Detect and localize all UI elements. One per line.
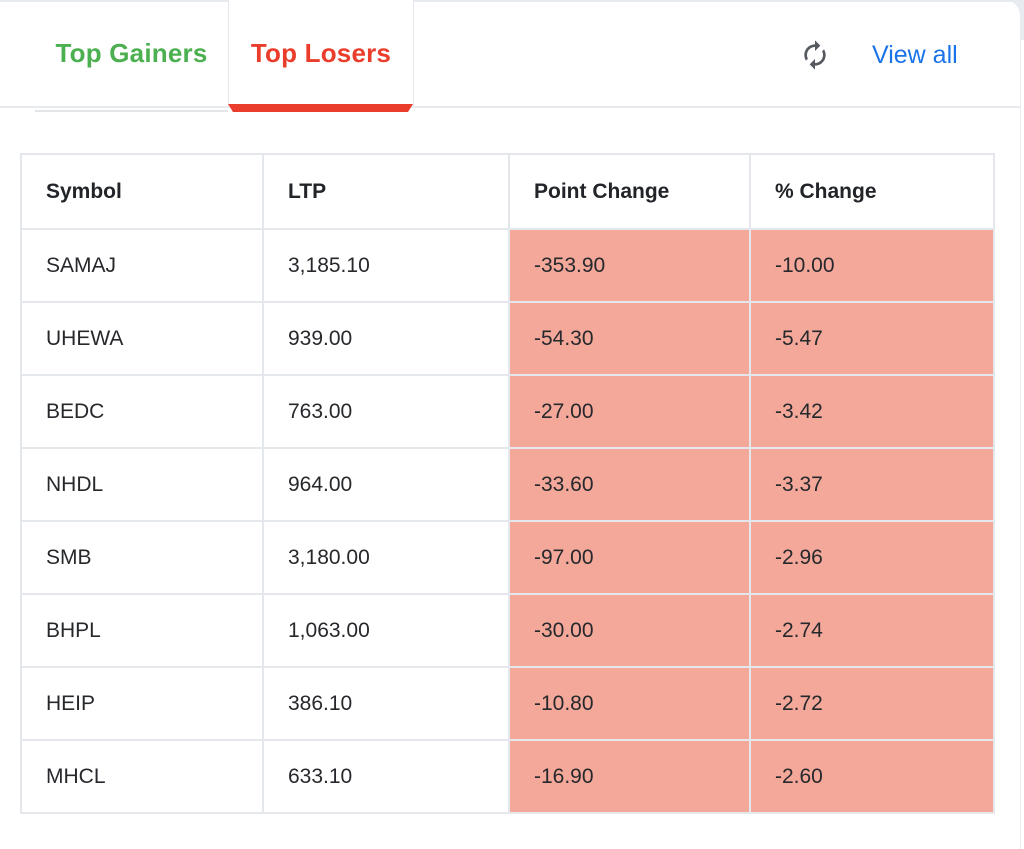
column-header-symbol: Symbol <box>20 153 264 230</box>
column-header-ltp: LTP <box>262 153 510 230</box>
table-row: BEDC 763.00 -27.00 -3.42 <box>20 374 995 449</box>
tab-top-losers[interactable]: Top Losers <box>228 0 414 106</box>
symbol-cell: NHDL <box>20 447 264 522</box>
percent-change-cell: -2.96 <box>749 520 995 595</box>
refresh-icon[interactable] <box>799 39 831 71</box>
symbol-cell: MHCL <box>20 739 264 814</box>
point-change-cell: -30.00 <box>508 593 751 668</box>
percent-change-cell: -2.60 <box>749 739 995 814</box>
ltp-cell: 964.00 <box>262 447 510 522</box>
ltp-cell: 633.10 <box>262 739 510 814</box>
symbol-cell: SAMAJ <box>20 228 264 303</box>
losers-table: Symbol LTP Point Change % Change SAMAJ 3… <box>20 153 995 814</box>
tab-top-gainers-label: Top Gainers <box>55 37 208 68</box>
percent-change-cell: -2.74 <box>749 593 995 668</box>
point-change-cell: -10.80 <box>508 666 751 741</box>
ltp-cell: 386.10 <box>262 666 510 741</box>
ltp-cell: 939.00 <box>262 301 510 376</box>
table-row: BHPL 1,063.00 -30.00 -2.74 <box>20 593 995 668</box>
table-row: HEIP 386.10 -10.80 -2.72 <box>20 666 995 741</box>
symbol-cell: HEIP <box>20 666 264 741</box>
table-row: SMB 3,180.00 -97.00 -2.96 <box>20 520 995 595</box>
ltp-cell: 3,185.10 <box>262 228 510 303</box>
point-change-cell: -54.30 <box>508 301 751 376</box>
view-all-link[interactable]: View all <box>872 41 958 69</box>
active-tab-indicator <box>228 104 413 112</box>
ltp-cell: 3,180.00 <box>262 520 510 595</box>
table-header: Symbol LTP Point Change % Change <box>20 153 995 230</box>
column-header-percent-change: % Change <box>749 153 995 230</box>
percent-change-cell: -3.42 <box>749 374 995 449</box>
tab-top-losers-label: Top Losers <box>250 37 392 68</box>
ltp-cell: 763.00 <box>262 374 510 449</box>
table-body: SAMAJ 3,185.10 -353.90 -10.00 UHEWA 939.… <box>20 228 995 814</box>
point-change-cell: -97.00 <box>508 520 751 595</box>
symbol-cell: BHPL <box>20 593 264 668</box>
percent-change-cell: -2.72 <box>749 666 995 741</box>
tab-top-gainers[interactable]: Top Gainers <box>35 0 228 106</box>
symbol-cell: UHEWA <box>20 301 264 376</box>
point-change-cell: -16.90 <box>508 739 751 814</box>
point-change-cell: -27.00 <box>508 374 751 449</box>
ltp-cell: 1,063.00 <box>262 593 510 668</box>
table-row: MHCL 633.10 -16.90 -2.60 <box>20 739 995 814</box>
tab-indicator-track <box>35 110 228 112</box>
symbol-cell: SMB <box>20 520 264 595</box>
tab-bar: Top Gainers Top Losers View all <box>0 0 1020 112</box>
percent-change-cell: -3.37 <box>749 447 995 522</box>
table-header-row: Symbol LTP Point Change % Change <box>20 153 995 230</box>
table-row: SAMAJ 3,185.10 -353.90 -10.00 <box>20 228 995 303</box>
table-row: NHDL 964.00 -33.60 -3.37 <box>20 447 995 522</box>
column-header-point-change: Point Change <box>508 153 751 230</box>
percent-change-cell: -5.47 <box>749 301 995 376</box>
card-top-border <box>0 0 1020 2</box>
refresh-icon-glyph <box>804 40 826 70</box>
point-change-cell: -33.60 <box>508 447 751 522</box>
table-row: UHEWA 939.00 -54.30 -5.47 <box>20 301 995 376</box>
symbol-cell: BEDC <box>20 374 264 449</box>
percent-change-cell: -10.00 <box>749 228 995 303</box>
point-change-cell: -353.90 <box>508 228 751 303</box>
